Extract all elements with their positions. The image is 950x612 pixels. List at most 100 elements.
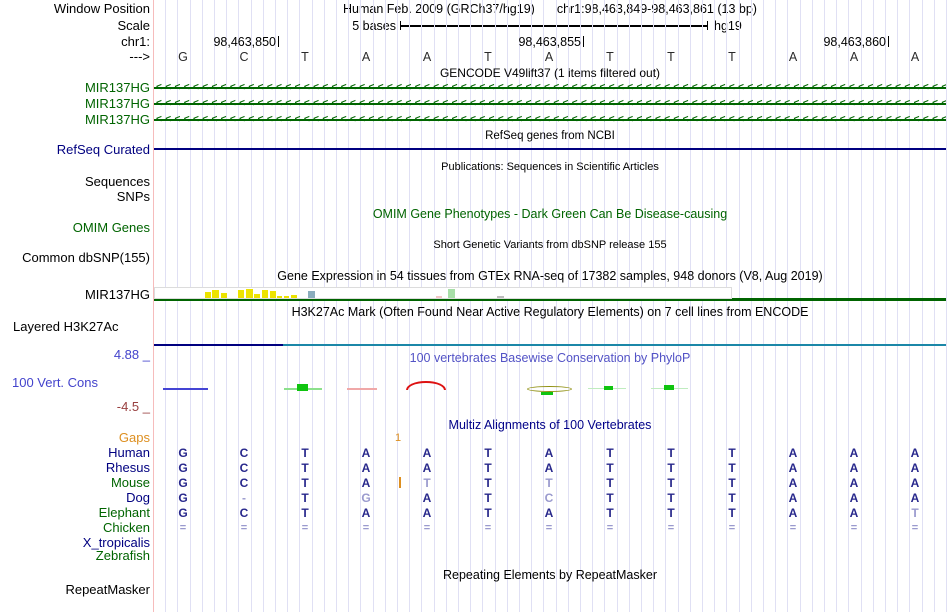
track-label-refseq-curated[interactable]: RefSeq Curated [56, 142, 150, 157]
gridline [360, 0, 362, 612]
alignment-base-chicken: = [667, 522, 675, 534]
alignment-base-elephant: A [361, 506, 371, 520]
gridline [592, 0, 594, 612]
gridline [848, 0, 850, 612]
gridline [214, 0, 215, 612]
gaps-count: 1 [394, 432, 402, 444]
gridline [177, 0, 179, 612]
alignment-base-elephant: G [178, 506, 188, 520]
mouse-insertion-tick [399, 477, 401, 488]
gtex-tissue-bar [254, 294, 260, 298]
alignment-base-rhesus: C [239, 461, 249, 475]
track-label-arrow[interactable]: ---> [129, 49, 150, 64]
alignment-base-mouse: A [361, 476, 371, 490]
gridline [458, 0, 459, 612]
alignment-base-human: A [361, 446, 371, 460]
track-label-dog[interactable]: Dog [126, 490, 150, 505]
alignment-base-mouse: T [545, 476, 553, 490]
track-label-mir137hg[interactable]: MIR137HG [84, 112, 150, 127]
track-label-4-88[interactable]: 4.88 _ [113, 347, 150, 362]
gencode-transcript-mir137hg[interactable]: <<<<<<<<<<<<<<<<<<<<<<<<<<<<<<<<<<<<<<<<… [154, 114, 946, 126]
left-direction-arrows: <<<<<<<<<<<<<<<<<<<<<<<<<<<<<<<<<<<<<<<<… [156, 82, 946, 93]
gtex-tissue-bar [221, 293, 227, 298]
left-direction-arrows: <<<<<<<<<<<<<<<<<<<<<<<<<<<<<<<<<<<<<<<<… [156, 98, 946, 109]
track-label-layered-h3k27ac[interactable]: Layered H3K27Ac [13, 319, 119, 334]
track-label-zebrafish[interactable]: Zebrafish [95, 548, 150, 563]
track-label-chicken[interactable]: Chicken [103, 520, 150, 535]
track-label-mouse[interactable]: Mouse [110, 475, 150, 490]
track-label-chr1[interactable]: chr1: [121, 34, 150, 49]
track-label-human[interactable]: Human [108, 445, 150, 460]
gridline [238, 0, 240, 612]
track-label-mir137hg[interactable]: MIR137HG [84, 80, 150, 95]
coordinate-label: 98,463,860 [823, 35, 886, 49]
track-left-boundary-line [153, 0, 154, 612]
track-label-100-vert-cons[interactable]: 100 Vert. Cons [12, 375, 98, 390]
track-label-mir137hg[interactable]: MIR137HG [84, 287, 150, 302]
track-label-scale[interactable]: Scale [117, 18, 150, 33]
alignment-base-chicken: = [301, 522, 309, 534]
track-label-elephant[interactable]: Elephant [98, 505, 150, 520]
alignment-base-mouse: A [788, 476, 798, 490]
sequence-base: G [178, 50, 188, 64]
alignment-base-chicken: = [728, 522, 736, 534]
gridline [336, 0, 337, 612]
track-label-window-position[interactable]: Window Position [53, 1, 150, 16]
gtex-tissue-bar [212, 290, 219, 298]
gencode-transcript-mir137hg[interactable]: <<<<<<<<<<<<<<<<<<<<<<<<<<<<<<<<<<<<<<<<… [154, 98, 946, 110]
track-title-5: Gene Expression in 54 tissues from GTEx … [277, 269, 823, 283]
coordinate-tick [583, 36, 584, 47]
alignment-base-human: A [849, 446, 859, 460]
sequence-base: A [849, 50, 859, 64]
gtex-tissue-bar [436, 296, 442, 298]
gridline [946, 0, 947, 612]
conservation-mark-lens [527, 386, 572, 392]
track-label-x-tropicalis[interactable]: X_tropicalis [82, 535, 150, 550]
gridline [763, 0, 764, 612]
track-title-0: GENCODE V49lift37 (1 items filtered out) [439, 66, 661, 80]
alignment-base-human: A [788, 446, 798, 460]
gridline [262, 0, 264, 612]
track-label-snps[interactable]: SNPs [116, 189, 150, 204]
gtex-tissue-bar [277, 296, 282, 298]
sequence-base: A [788, 50, 798, 64]
conservation-mark-rect [297, 384, 308, 391]
alignment-base-rhesus: A [544, 461, 554, 475]
alignment-base-mouse: T [728, 476, 736, 490]
alignment-base-human: G [178, 446, 188, 460]
gridline [384, 0, 386, 612]
conservation-mark-rect [604, 386, 613, 390]
alignment-base-elephant: A [788, 506, 798, 520]
sequence-base: A [910, 50, 920, 64]
track-label-repeatmasker[interactable]: RepeatMasker [65, 582, 150, 597]
alignment-base-rhesus: T [667, 461, 675, 475]
track-label-4-5[interactable]: -4.5 _ [116, 399, 150, 414]
alignment-base-human: T [606, 446, 614, 460]
gridline [397, 0, 398, 612]
transcript-intron-line [154, 103, 946, 105]
gridline [299, 0, 301, 612]
gtex-plot-box[interactable] [154, 287, 732, 299]
alignment-base-chicken: = [606, 522, 614, 534]
refseq-curated-line [154, 148, 946, 150]
alignment-base-mouse: T [423, 476, 431, 490]
gridline [616, 0, 618, 612]
track-label-common-dbsnp-155[interactable]: Common dbSNP(155) [22, 250, 150, 265]
track-label-rhesus[interactable]: Rhesus [105, 460, 150, 475]
track-label-sequences[interactable]: Sequences [84, 174, 150, 189]
track-label-mir137hg[interactable]: MIR137HG [84, 96, 150, 111]
gridline [921, 0, 923, 612]
alignment-base-mouse: T [606, 476, 614, 490]
conservation-mark-rect [541, 392, 553, 395]
gtex-tissue-bar [205, 292, 211, 298]
gridline [421, 0, 423, 612]
alignment-base-rhesus: T [728, 461, 736, 475]
track-label-gaps[interactable]: Gaps [118, 430, 150, 445]
alignment-base-chicken: = [850, 522, 858, 534]
track-label-omim-genes[interactable]: OMIM Genes [72, 220, 150, 235]
alignment-base-dog: T [728, 491, 736, 505]
sequence-base: T [606, 50, 614, 64]
gencode-transcript-mir137hg[interactable]: <<<<<<<<<<<<<<<<<<<<<<<<<<<<<<<<<<<<<<<<… [154, 82, 946, 94]
alignment-base-elephant: T [911, 506, 919, 520]
alignment-base-dog: A [422, 491, 432, 505]
